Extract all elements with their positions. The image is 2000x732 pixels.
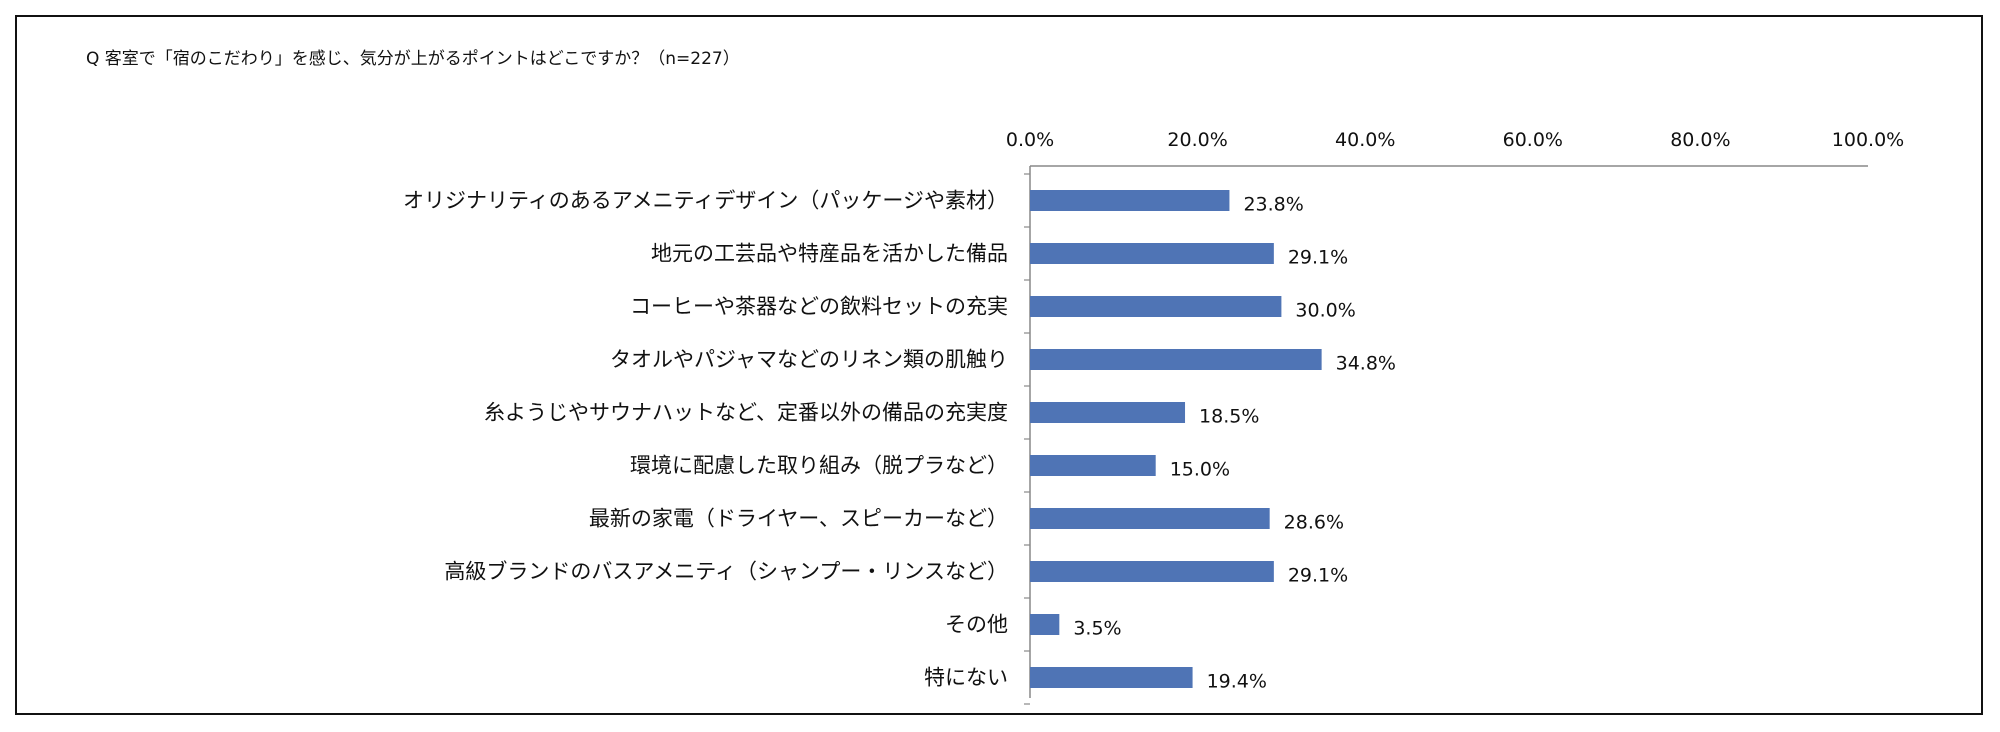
data-labels: 23.8% 29.1% 30.0% 34.8% 18.5% 15.0% 28.6% 29.1%… (1073, 194, 1396, 693)
category-label: 糸ようじやサウナハットなど、定番以外の備品の充実度 (484, 401, 1008, 425)
bars (1030, 190, 1322, 688)
x-tick-label: 80.0% (1670, 129, 1730, 151)
bar (1030, 508, 1270, 529)
bar-value-label: 34.8% (1336, 353, 1396, 375)
bar (1030, 667, 1193, 688)
bar (1030, 614, 1060, 635)
chart-frame (15, 15, 1983, 715)
category-label: タオルやパジャマなどのリネン類の肌触り (610, 348, 1008, 372)
category-label: 地元の工芸品や特産品を活かした備品 (651, 242, 1008, 266)
bar-value-label: 19.4% (1207, 671, 1267, 693)
bar (1030, 349, 1322, 370)
bar (1030, 455, 1156, 476)
bar-value-label: 29.1% (1288, 565, 1348, 587)
bar (1030, 190, 1230, 211)
bar-value-label: 30.0% (1295, 300, 1355, 322)
x-tick-label: 0.0% (1006, 129, 1054, 151)
bar (1030, 243, 1274, 264)
x-tick-label: 60.0% (1503, 129, 1563, 151)
category-label: 環境に配慮した取り組み（脱プラなど） (630, 454, 1008, 478)
bar (1030, 296, 1282, 317)
bar-value-label: 3.5% (1073, 618, 1121, 640)
bar (1030, 561, 1274, 582)
x-tick-label: 40.0% (1335, 129, 1395, 151)
bar-value-label: 29.1% (1288, 247, 1348, 269)
category-label: その他 (945, 613, 1008, 637)
bar (1030, 402, 1186, 423)
bar-value-label: 28.6% (1284, 512, 1344, 534)
bar-value-label: 15.0% (1170, 459, 1230, 481)
x-tick-label: 20.0% (1167, 129, 1227, 151)
category-label: 高級ブランドのバスアメニティ（シャンプー・リンスなど） (444, 560, 1008, 584)
bar-value-label: 23.8% (1243, 194, 1303, 216)
x-axis-ticks: 0.0% 20.0% 40.0% 60.0% 80.0% 100.0% (1006, 129, 1904, 151)
category-label: 特にない (924, 666, 1008, 690)
x-tick-label: 100.0% (1832, 129, 1904, 151)
chart-title: Q 客室で「宿のこだわり」を感じ、気分が上がるポイントはどこですか？（n=227… (86, 49, 740, 69)
category-labels: オリジナリティのあるアメニティデザイン（パッケージや素材） 地元の工芸品や特産品を… (403, 189, 1008, 690)
bar-value-label: 18.5% (1199, 406, 1259, 428)
category-label: 最新の家電（ドライヤー、スピーカーなど） (589, 507, 1008, 531)
category-label: オリジナリティのあるアメニティデザイン（パッケージや素材） (403, 189, 1008, 213)
category-label: コーヒーや茶器などの飲料セットの充実 (630, 295, 1008, 319)
